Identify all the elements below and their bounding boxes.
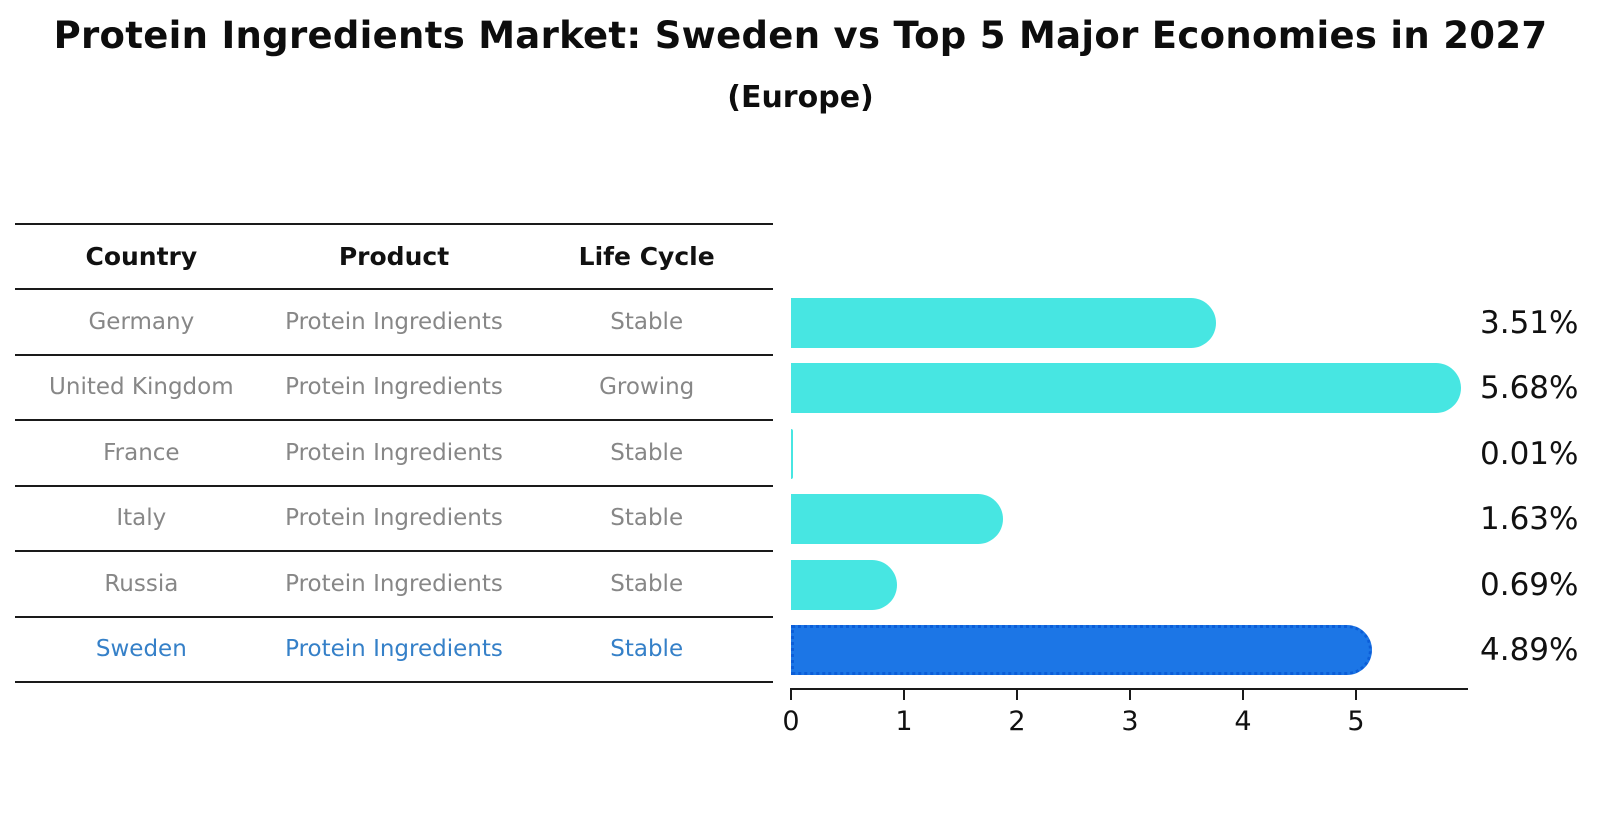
- cell-product: Protein Ingredients: [285, 439, 503, 466]
- table-row-italy: Italy Protein Ingredients Stable: [15, 487, 773, 552]
- x-tick-label: 4: [1234, 706, 1252, 737]
- cell-country: United Kingdom: [49, 374, 234, 401]
- cell-product: Protein Ingredients: [285, 505, 503, 532]
- chart-title: Protein Ingredients Market: Sweden vs To…: [53, 14, 1548, 57]
- cell-life-cycle: Stable: [610, 439, 684, 466]
- table-header-row: Country Product Life Cycle: [15, 223, 773, 290]
- cell-life-cycle: Growing: [599, 374, 695, 401]
- header-country: Country: [85, 242, 198, 271]
- bar-russia: [791, 559, 897, 610]
- cell-life-cycle: Stable: [610, 505, 684, 532]
- table-body: Germany Protein Ingredients Stable Unite…: [15, 290, 773, 683]
- cell-life-cycle: Stable: [610, 636, 684, 663]
- bar-value-label-france: 0.01%: [1480, 435, 1579, 472]
- x-tick-label: 1: [895, 706, 913, 737]
- table-row-sweden: Sweden Protein Ingredients Stable: [15, 618, 773, 683]
- cell-product: Protein Ingredients: [285, 570, 503, 597]
- chart-subtitle: (Europe): [727, 80, 874, 115]
- header-product: Product: [338, 242, 450, 271]
- bar-sweden: [791, 625, 1372, 676]
- bar-germany: [791, 297, 1216, 348]
- cell-country: Germany: [88, 308, 195, 335]
- table-row-germany: Germany Protein Ingredients Stable: [15, 290, 773, 356]
- cell-life-cycle: Stable: [610, 308, 684, 335]
- x-tick-mark: [790, 690, 792, 700]
- cell-product: Protein Ingredients: [285, 308, 503, 335]
- x-tick-mark: [1016, 690, 1018, 700]
- country-table: Country Product Life Cycle Germany Prote…: [15, 223, 773, 683]
- x-tick-mark: [903, 690, 905, 700]
- cell-country: France: [103, 439, 180, 466]
- bar-value-label-russia: 0.69%: [1480, 566, 1579, 603]
- x-axis-line: [790, 688, 1468, 690]
- cell-country: Italy: [116, 505, 167, 532]
- cell-product: Protein Ingredients: [285, 636, 503, 663]
- bar-italy: [791, 494, 1004, 545]
- cell-country: Russia: [104, 570, 179, 597]
- bar-value-label-italy: 1.63%: [1480, 501, 1579, 538]
- x-tick-label: 3: [1121, 706, 1139, 737]
- bar-value-label-sweden: 4.89%: [1480, 632, 1579, 669]
- table-row-russia: Russia Protein Ingredients Stable: [15, 552, 773, 618]
- x-tick-mark: [1355, 690, 1357, 700]
- x-tick-mark: [1129, 690, 1131, 700]
- cell-product: Protein Ingredients: [285, 374, 503, 401]
- bar-france: [791, 428, 794, 479]
- cell-life-cycle: Stable: [610, 570, 684, 597]
- bar-value-label-united-kingdom: 5.68%: [1480, 370, 1579, 407]
- table-row-united-kingdom: United Kingdom Protein Ingredients Growi…: [15, 356, 773, 421]
- bar-value-label-germany: 3.51%: [1480, 304, 1579, 341]
- x-tick-label: 5: [1347, 706, 1365, 737]
- cell-country: Sweden: [95, 636, 187, 663]
- bar-united-kingdom: [791, 363, 1461, 414]
- x-tick-mark: [1242, 690, 1244, 700]
- header-life-cycle: Life Cycle: [578, 242, 715, 271]
- table-row-france: France Protein Ingredients Stable: [15, 421, 773, 487]
- x-tick-label: 0: [782, 706, 800, 737]
- x-tick-label: 2: [1008, 706, 1026, 737]
